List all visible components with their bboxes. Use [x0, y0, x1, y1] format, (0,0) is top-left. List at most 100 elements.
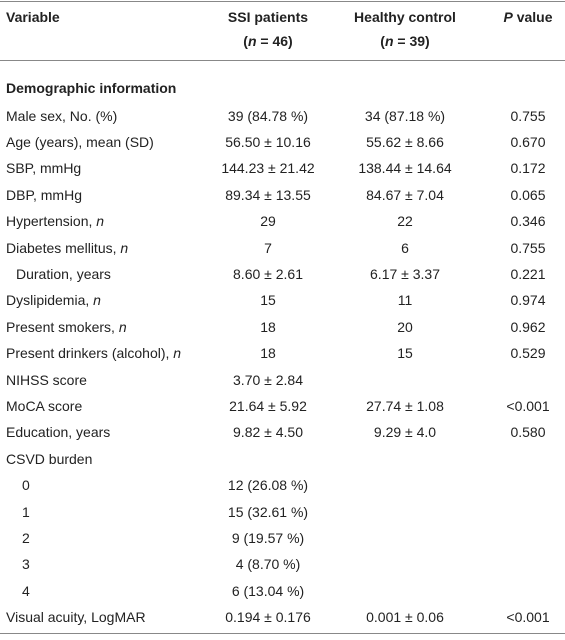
- bottom-rule: [0, 633, 565, 634]
- header-rule: [0, 60, 565, 61]
- cell-value: 12 (26.08 %): [227, 477, 309, 494]
- row-label: Male sex, No. (%): [6, 107, 117, 125]
- text-segment: n: [247, 33, 257, 49]
- text-segment: DBP, mmHg: [6, 186, 82, 203]
- cell-value: 0.974: [510, 292, 546, 309]
- text-segment: MoCA score: [6, 397, 83, 414]
- text-segment: CSVD burden: [6, 450, 93, 467]
- cell-value: 0.670: [510, 133, 546, 150]
- text-segment: 4: [22, 582, 30, 599]
- cell-value: 0.580: [510, 424, 546, 441]
- text-segment: 2: [22, 529, 30, 546]
- text-segment: Dyslipidemia,: [6, 292, 94, 309]
- cell-value: 0.001 ± 0.06: [366, 609, 444, 626]
- cell-value: 0.755: [510, 107, 546, 124]
- header-cell: (n = 46): [188, 32, 348, 50]
- cell-value: 138.44 ± 14.64: [358, 160, 452, 177]
- cell-value: 27.74 ± 1.08: [366, 397, 444, 414]
- cell-value: 9.29 ± 4.0: [373, 424, 437, 441]
- cell-value: 9.82 ± 4.50: [233, 424, 303, 441]
- text-segment: Present drinkers (alcohol),: [6, 345, 174, 362]
- text-segment: 0: [22, 477, 30, 494]
- row-label: MoCA score: [6, 397, 82, 415]
- text-segment: n: [384, 33, 394, 49]
- row-label: Dyslipidemia, n: [6, 291, 101, 309]
- text-segment: Hypertension,: [6, 213, 97, 230]
- cell-value: 20: [397, 318, 413, 335]
- cell-value: 11: [397, 292, 413, 309]
- cell-value: 144.23 ± 21.42: [221, 160, 315, 177]
- row-label: Present smokers, n: [6, 318, 127, 336]
- cell-value: 21.64 ± 5.92: [229, 397, 307, 414]
- text-segment: Male sex, No. (%): [6, 107, 118, 124]
- cell-value: 9 (19.57 %): [231, 529, 305, 546]
- cell-value: 0.065: [510, 186, 546, 203]
- cell-value: 0.962: [510, 318, 546, 335]
- header-cell: P value: [448, 8, 565, 26]
- cell-value: 15 (32.61 %): [227, 503, 309, 520]
- cell-value: 7: [264, 239, 272, 256]
- text-segment: Variable: [6, 9, 60, 25]
- text-segment: Visual acuity, LogMAR: [6, 609, 146, 626]
- text-segment: n: [93, 292, 101, 309]
- text-segment: 3: [22, 556, 30, 573]
- text-segment: = 39): [393, 33, 430, 49]
- row-label: CSVD burden: [6, 450, 92, 468]
- cell-value: 18: [260, 345, 276, 362]
- row-label: Diabetes mellitus, n: [6, 239, 128, 257]
- text-segment: n: [120, 239, 129, 256]
- text-segment: Present smokers,: [6, 318, 119, 335]
- text-segment: NIHSS score: [6, 371, 87, 388]
- row-label: NIHSS score: [6, 371, 87, 389]
- row-label: Education, years: [6, 423, 110, 441]
- cell-value: <0.001: [506, 609, 550, 626]
- header-cell: Healthy control: [325, 8, 485, 26]
- row-label: 1: [22, 503, 30, 521]
- cell-value: 55.62 ± 8.66: [366, 133, 444, 150]
- cell-value: 22: [397, 213, 413, 230]
- cell-value: 8.60 ± 2.61: [233, 265, 303, 282]
- text-segment: n: [173, 345, 182, 362]
- cell-value: 6: [401, 239, 409, 256]
- cell-value: 0.346: [510, 213, 546, 230]
- row-label: Age (years), mean (SD): [6, 133, 154, 151]
- cell-value: <0.001: [506, 397, 550, 414]
- row-label: 0: [22, 476, 30, 494]
- cell-value: 6.17 ± 3.37: [370, 265, 440, 282]
- row-label: Present drinkers (alcohol), n: [6, 344, 181, 362]
- cell-value: 15: [260, 292, 276, 309]
- header-cell: Variable: [6, 8, 60, 26]
- cell-value: 0.529: [510, 345, 546, 362]
- text-segment: P: [503, 9, 513, 25]
- header-cell: SSI patients: [188, 8, 348, 26]
- cell-value: 15: [397, 345, 413, 362]
- cell-value: 6 (13.04 %): [231, 582, 305, 599]
- row-label: 3: [22, 555, 30, 573]
- text-segment: Diabetes mellitus,: [6, 239, 121, 256]
- text-segment: value: [512, 9, 553, 25]
- cell-value: 3.70 ± 2.84: [233, 371, 303, 388]
- row-label: Visual acuity, LogMAR: [6, 608, 146, 626]
- text-segment: 1: [22, 503, 30, 520]
- row-label: 4: [22, 582, 30, 600]
- top-rule: [0, 1, 565, 2]
- text-segment: Age (years), mean (SD): [6, 133, 154, 150]
- text-segment: SBP, mmHg: [6, 160, 82, 177]
- cell-value: 0.221: [510, 265, 546, 282]
- cell-value: 56.50 ± 10.16: [225, 133, 311, 150]
- cell-value: 0.172: [510, 160, 546, 177]
- text-segment: (: [243, 33, 248, 49]
- row-label: DBP, mmHg: [6, 186, 82, 204]
- text-segment: n: [118, 318, 127, 335]
- row-label: 2: [22, 529, 30, 547]
- cell-value: 4 (8.70 %): [235, 556, 301, 573]
- row-label: Duration, years: [16, 265, 111, 283]
- text-segment: Healthy control: [354, 9, 456, 25]
- header-cell: (n = 39): [325, 32, 485, 50]
- text-segment: Education, years: [6, 424, 111, 441]
- text-segment: = 46): [256, 33, 293, 49]
- text-segment: SSI patients: [227, 9, 309, 25]
- cell-value: 89.34 ± 13.55: [225, 186, 311, 203]
- cell-value: 0.194 ± 0.176: [225, 609, 311, 626]
